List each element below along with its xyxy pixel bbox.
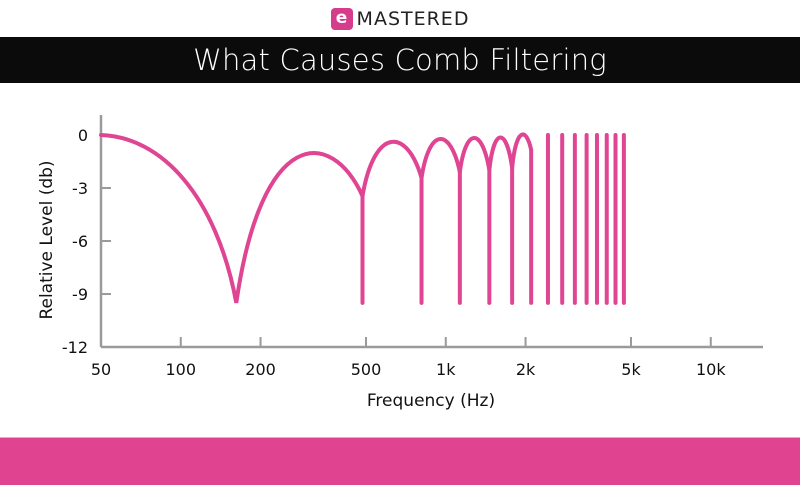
chart-title: What Causes Comb Filtering [193,43,607,77]
brand-mark-icon: e [330,8,353,30]
y-tick-label: 0 [78,126,88,145]
y-tick-label: -3 [72,179,88,198]
brand-logo: e MASTERED [0,6,800,32]
x-tick-label: 2k [516,360,536,379]
x-tick-label: 10k [696,360,726,379]
x-tick-label: 50 [91,360,111,379]
y-tick-label: -12 [62,338,88,357]
brand-name: MASTERED [356,8,470,30]
y-tick-label: -6 [72,232,88,251]
x-tick-label: 200 [245,360,276,379]
x-axis-title: Frequency (Hz) [367,391,495,411]
x-tick-label: 5k [621,360,641,379]
x-tick-label: 500 [351,360,382,379]
x-tick-label: 100 [165,360,196,379]
y-axis-title: Relative Level (db) [37,160,57,319]
x-tick-label: 1k [436,360,456,379]
comb-filter-curve [99,132,534,304]
title-banner: What Causes Comb Filtering [0,37,800,83]
footer-bar [0,437,800,485]
y-tick-label: -9 [72,285,88,304]
